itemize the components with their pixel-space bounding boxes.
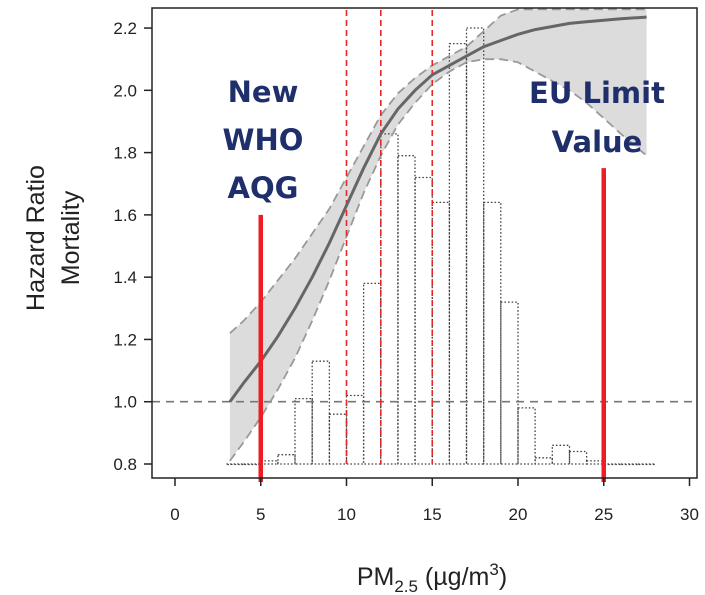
histogram-bar [465, 27, 485, 465]
histogram-bar [517, 407, 536, 465]
x-axis-title-sub: 2.5 [394, 577, 418, 595]
x-axis-title-close: ) [499, 563, 507, 591]
who-label-line2: WHO [223, 123, 304, 157]
y-tick-label: 1.2 [113, 330, 137, 349]
x-axis-title-sup: 3 [489, 560, 498, 579]
histogram-bar [551, 444, 571, 465]
x-axis-title-main: PM [357, 563, 395, 591]
histogram-bar [328, 413, 348, 465]
y-tick-label: 1.0 [113, 393, 137, 412]
y-tick-label: 2.2 [113, 19, 137, 38]
histogram [225, 27, 656, 466]
who-aqg-annotation: New WHO AQG [223, 75, 304, 205]
confidence-band [229, 9, 647, 461]
y-tick-label: 1.6 [113, 206, 137, 225]
histogram-bar [483, 201, 502, 465]
histogram-bar [534, 457, 553, 465]
ci-lower-border [229, 58, 648, 462]
histogram-bar [380, 133, 399, 465]
histogram-bar [277, 454, 296, 465]
x-tick-label: 5 [256, 505, 265, 524]
x-axis-title-unit: (µg/m [418, 563, 489, 591]
eu-label-line2: Value [552, 125, 643, 159]
histogram-bar [242, 463, 262, 466]
histogram-bar [362, 282, 382, 465]
histogram-bar [225, 463, 245, 466]
axes: 0 5 10 15 20 25 30 0.8 1.0 1.2 1.4 1.6 1.8 2.0 2.2 [113, 7, 699, 524]
y-axis-title-line2: Mortality [57, 190, 85, 285]
who-label-line3: AQG [228, 171, 299, 205]
x-tick-label: 0 [170, 505, 179, 524]
hazard-ratio-line [228, 15, 647, 403]
y-tick-label: 1.8 [113, 144, 137, 163]
x-tick-label: 30 [680, 505, 699, 524]
x-tick-label: 25 [594, 505, 613, 524]
histogram-bar [637, 463, 656, 466]
x-tick-label: 15 [423, 505, 442, 524]
y-tick-label: 1.4 [113, 268, 137, 287]
who-label-line1: New [228, 75, 299, 109]
histogram-bar [500, 301, 519, 465]
y-tick-label: 0.8 [113, 455, 137, 474]
y-tick-label: 2.0 [113, 81, 137, 100]
histogram-bar [414, 176, 433, 465]
x-axis-title: PM2.5 (µg/m3) [357, 560, 507, 595]
plot-content [152, 8, 697, 482]
histogram-bar [585, 460, 605, 465]
histogram-bar [345, 394, 365, 465]
histogram-bar [397, 155, 416, 465]
histogram-bar [603, 463, 622, 466]
histogram-bar [431, 201, 451, 465]
histogram-bar [620, 463, 639, 466]
histogram-bar [568, 450, 588, 465]
y-axis-title-line1: Hazard Ratio [22, 165, 50, 311]
plot-frame [151, 7, 698, 479]
x-tick-label: 10 [337, 505, 356, 524]
histogram-bar [311, 360, 331, 465]
eu-label-line1: EU Limit [529, 76, 665, 110]
histogram-bar [294, 397, 313, 465]
x-tick-label: 20 [509, 505, 528, 524]
histogram-bar [260, 460, 279, 465]
eu-limit-annotation: EU Limit Value [529, 76, 665, 159]
